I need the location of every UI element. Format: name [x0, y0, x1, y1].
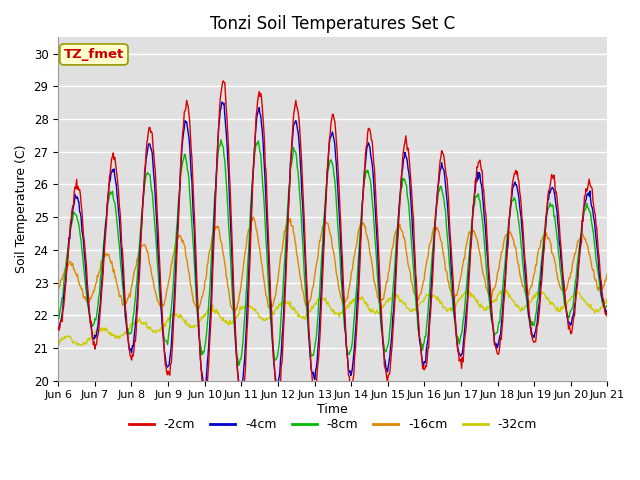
X-axis label: Time: Time — [317, 403, 348, 416]
Title: Tonzi Soil Temperatures Set C: Tonzi Soil Temperatures Set C — [211, 15, 456, 33]
Y-axis label: Soil Temperature (C): Soil Temperature (C) — [15, 145, 28, 273]
Text: TZ_fmet: TZ_fmet — [64, 48, 124, 61]
Legend: -2cm, -4cm, -8cm, -16cm, -32cm: -2cm, -4cm, -8cm, -16cm, -32cm — [124, 413, 542, 436]
